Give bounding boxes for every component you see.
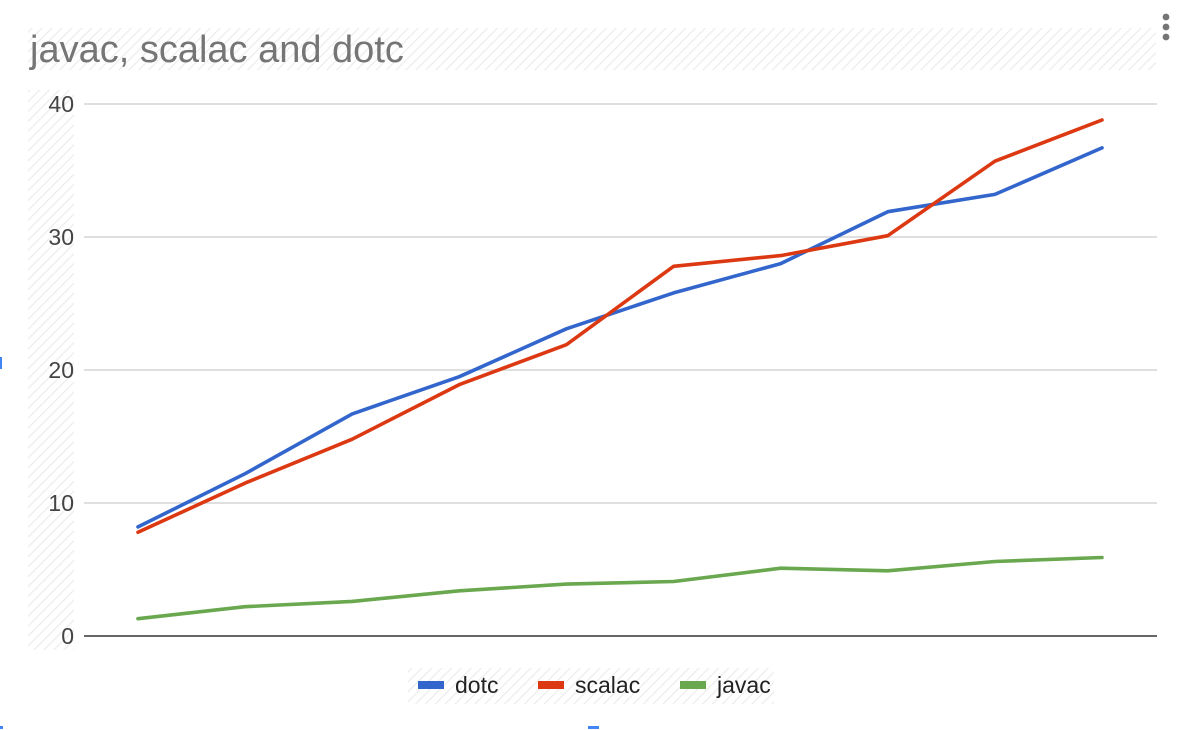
chart-title[interactable]: javac, scalac and dotc bbox=[29, 29, 404, 71]
series-line-scalac[interactable] bbox=[136, 118, 1104, 535]
legend-swatch bbox=[418, 681, 444, 689]
legend-label: scalac bbox=[575, 672, 640, 698]
y-tick-label: 10 bbox=[48, 490, 74, 516]
legend-label: dotc bbox=[455, 672, 498, 698]
y-tick-label: 0 bbox=[61, 623, 74, 649]
menu-dot-top bbox=[1162, 13, 1170, 21]
y-tick-label: 40 bbox=[48, 91, 74, 117]
legend-item-dotc[interactable]: dotc bbox=[418, 672, 498, 698]
selection-marker-bottom-left bbox=[0, 726, 3, 729]
y-tick-label: 30 bbox=[48, 224, 74, 250]
axis-hatch bbox=[28, 90, 74, 650]
selection-marker-bottom bbox=[588, 726, 599, 729]
y-axis-ticks: 0 10 20 30 40 bbox=[48, 91, 74, 649]
menu-dot-middle bbox=[1162, 23, 1170, 31]
menu-icon[interactable] bbox=[1162, 13, 1170, 41]
legend-item-javac[interactable]: javac bbox=[680, 672, 771, 698]
series-line-dotc[interactable] bbox=[136, 146, 1104, 529]
gridlines bbox=[84, 103, 1157, 637]
legend-swatch bbox=[680, 681, 706, 689]
series-line-javac[interactable] bbox=[136, 555, 1104, 621]
title-hatch bbox=[28, 28, 1156, 70]
legend-swatch bbox=[538, 681, 564, 689]
series-lines bbox=[136, 118, 1104, 621]
y-tick-label: 20 bbox=[48, 357, 74, 383]
legend[interactable]: dotc scalac javac bbox=[418, 672, 771, 698]
legend-label: javac bbox=[716, 672, 771, 698]
menu-dot-bottom bbox=[1162, 33, 1170, 41]
legend-hatch bbox=[408, 668, 774, 704]
selection-marker-left bbox=[0, 357, 2, 369]
legend-item-scalac[interactable]: scalac bbox=[538, 672, 640, 698]
